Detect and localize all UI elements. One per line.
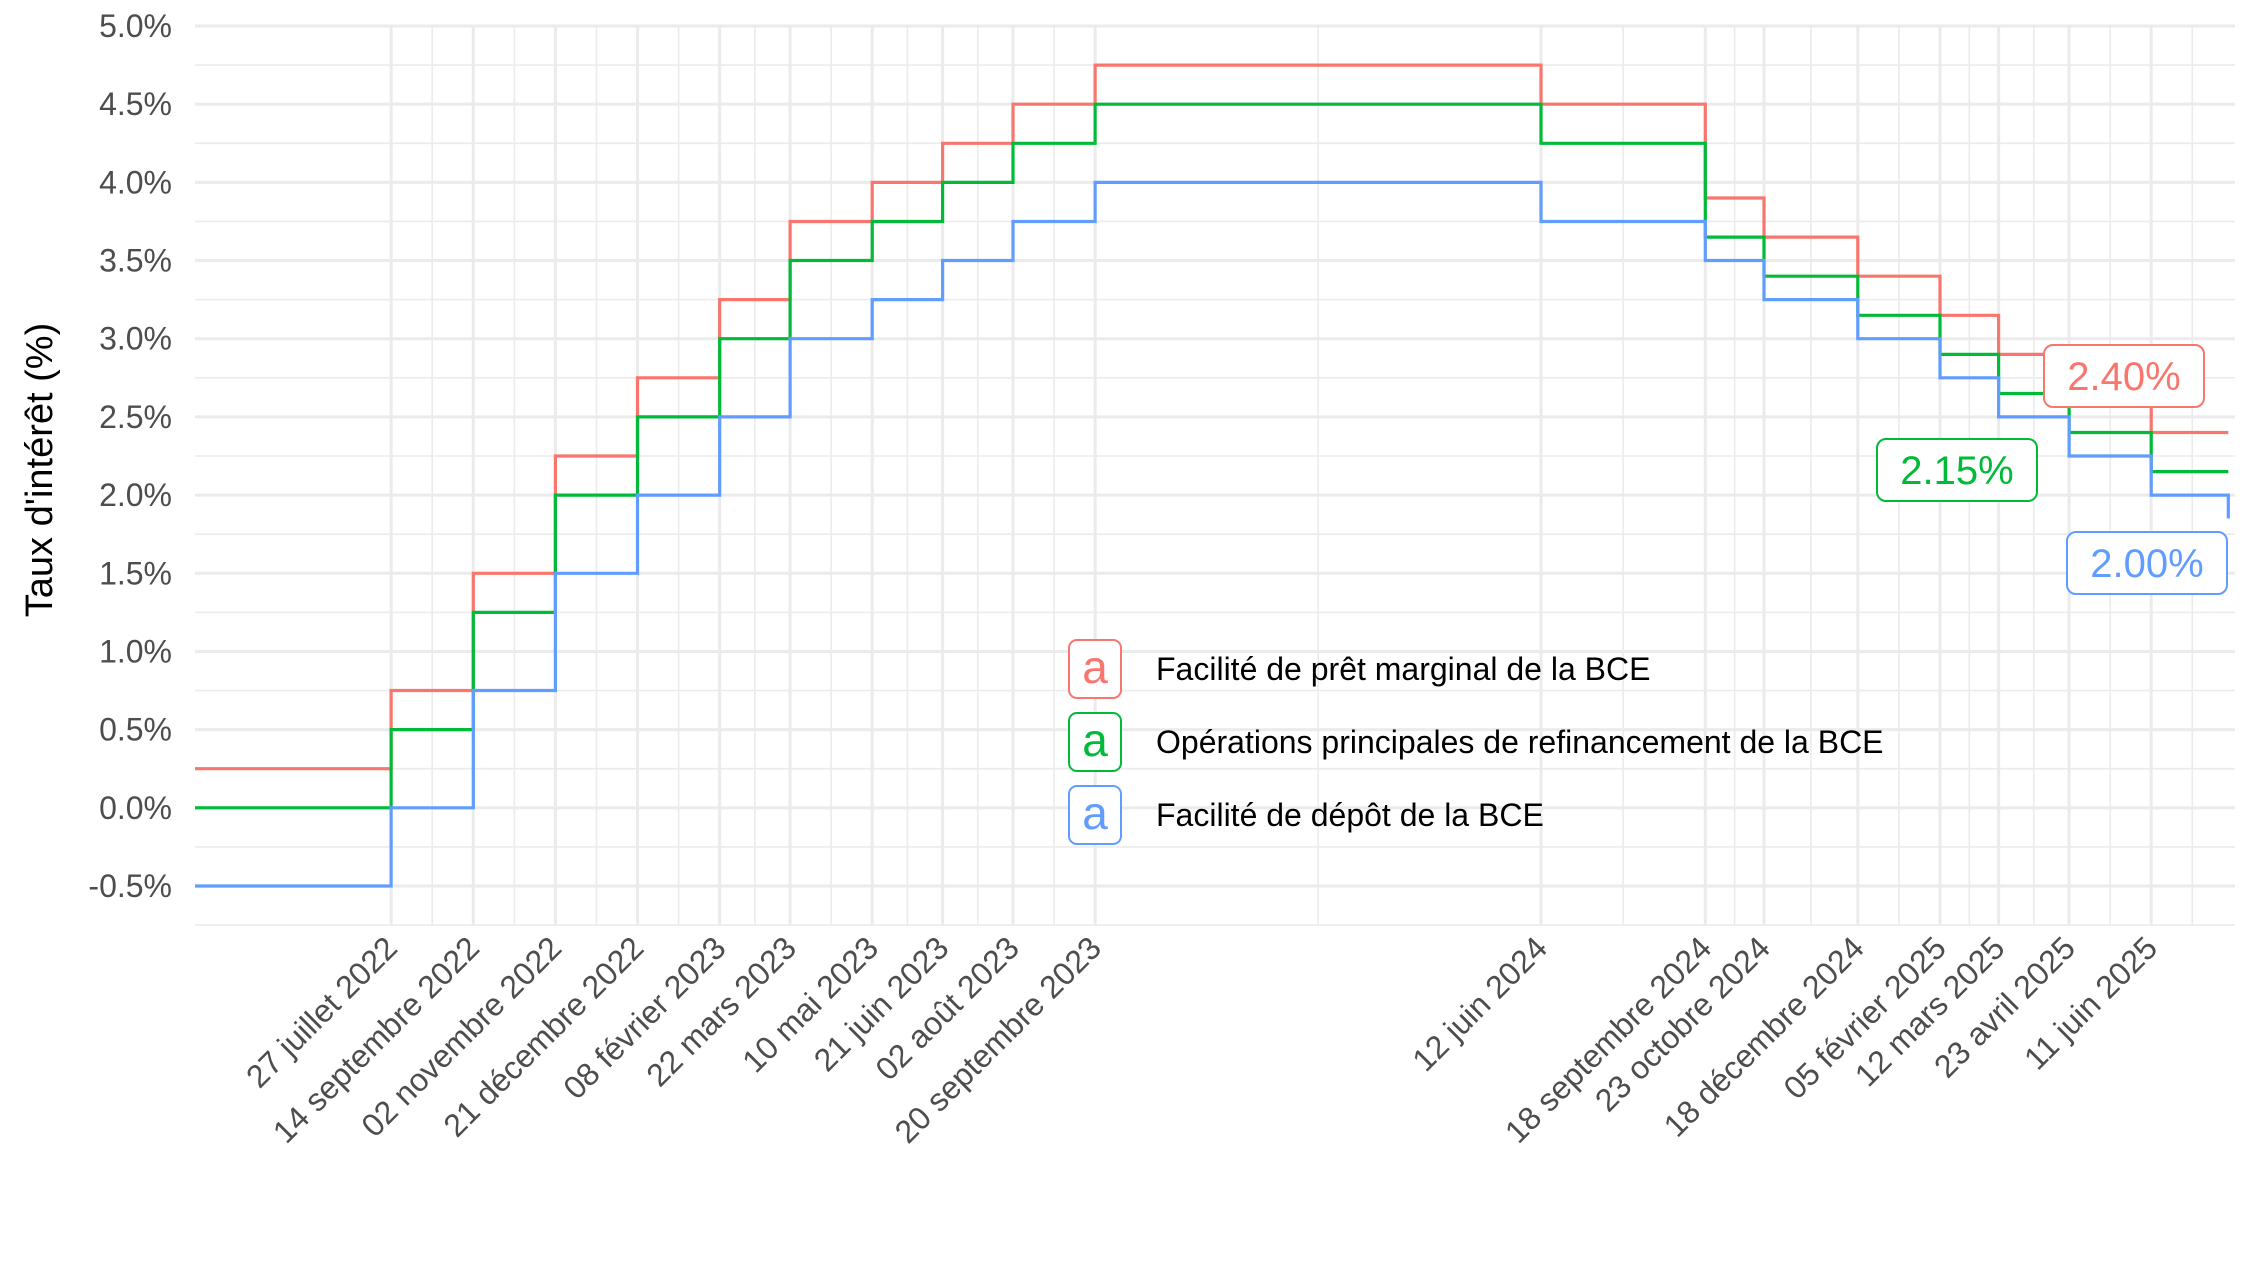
legend-label: Facilité de prêt marginal de la BCE: [1156, 651, 1650, 687]
legend-key-glyph: a: [1082, 787, 1108, 839]
legend-key: [1068, 785, 1122, 845]
y-tick-label: -0.5%: [88, 868, 172, 904]
legend-item: a Opérations principales de refinancement…: [1068, 712, 1884, 772]
end-label-text: 2.00%: [2090, 542, 2203, 586]
x-tick-label: 12 juin 2024: [1405, 929, 1554, 1078]
end-label-box: [1876, 438, 2038, 502]
end-labels: 2.40% 2.15% 2.00%: [1876, 344, 2228, 595]
end-label: 2.00%: [2066, 531, 2228, 595]
legend: a Facilité de prêt marginal de la BCE a Opé…: [1068, 639, 1884, 845]
legend-label: Opérations principales de refinancement …: [1156, 724, 1884, 760]
y-tick-label: 0.0%: [99, 790, 172, 826]
series-line: [195, 180, 2230, 888]
legend-key-glyph: a: [1082, 714, 1108, 766]
end-label: 2.40%: [2043, 344, 2205, 408]
end-label-text: 2.40%: [2067, 355, 2180, 399]
y-tick-label: 2.5%: [99, 399, 172, 435]
series-line: [195, 63, 2229, 771]
end-label-text: 2.15%: [1900, 449, 2013, 493]
legend-key: [1068, 639, 1122, 699]
y-tick-label: 1.0%: [99, 633, 172, 669]
legend-key-glyph: a: [1082, 641, 1108, 693]
y-tick-label: 2.0%: [99, 477, 172, 513]
legend-label: Facilité de dépôt de la BCE: [1156, 797, 1544, 833]
y-tick-label: 3.0%: [99, 321, 172, 357]
grid-lines: [195, 24, 2235, 926]
y-tick-label: 3.5%: [99, 243, 172, 279]
legend-item: a Facilité de prêt marginal de la BCE: [1068, 639, 1650, 699]
end-label: 2.15%: [1876, 438, 2038, 502]
end-label-box: [2066, 531, 2228, 595]
y-tick-label: 1.5%: [99, 555, 172, 591]
legend-key: [1068, 712, 1122, 772]
y-tick-label: 4.5%: [99, 86, 172, 122]
y-tick-label: 0.5%: [99, 712, 172, 748]
end-label-box: [2043, 344, 2205, 408]
y-axis-label: Taux d'intérêt (%): [19, 323, 61, 617]
series-line: [195, 102, 2229, 810]
legend-item: a Facilité de dépôt de la BCE: [1068, 785, 1544, 845]
y-tick-label: 5.0%: [99, 8, 172, 44]
y-tick-label: 4.0%: [99, 164, 172, 200]
series-lines: [195, 63, 2230, 888]
y-axis-ticks: -0.5% 0.0% 0.5% 1.0% 1.5% 2.0% 2.5% 3.0% 3.5% 4.0…: [88, 8, 172, 904]
